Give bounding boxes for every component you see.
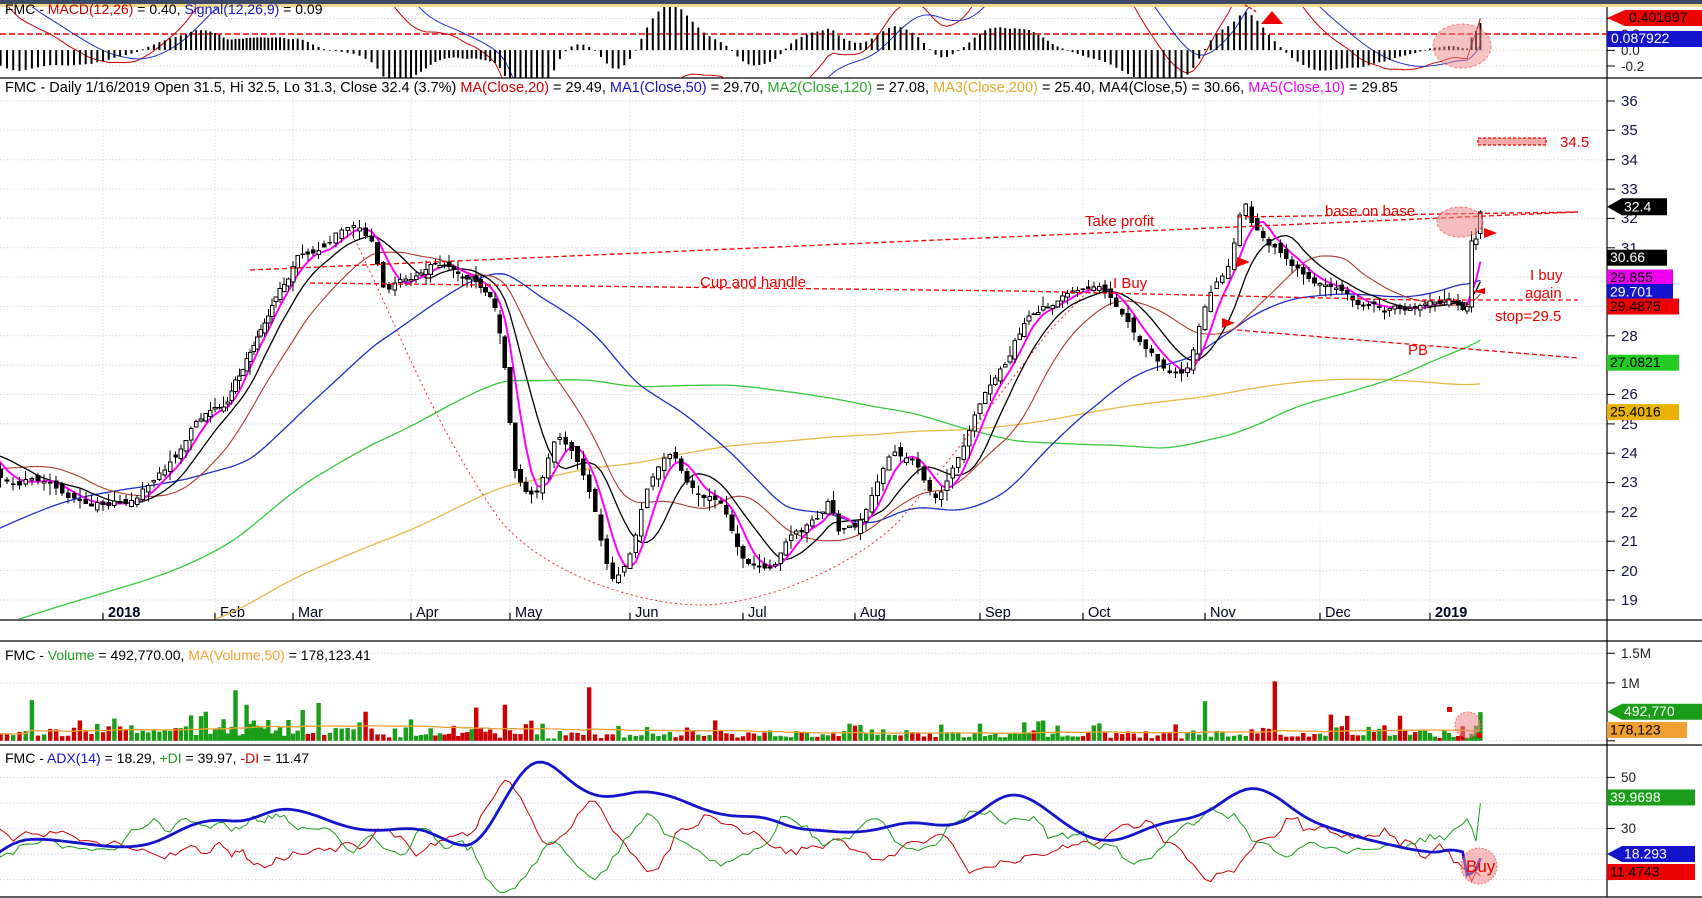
svg-text:26: 26	[1621, 386, 1638, 403]
svg-text:18.293: 18.293	[1624, 845, 1667, 861]
svg-text:30.66: 30.66	[1610, 249, 1645, 265]
svg-text:22: 22	[1621, 504, 1638, 521]
svg-text:34.5: 34.5	[1560, 134, 1589, 151]
svg-text:178,123: 178,123	[1610, 721, 1661, 737]
svg-text:base on base: base on base	[1325, 203, 1415, 220]
svg-text:Apr: Apr	[416, 605, 439, 621]
svg-text:1M: 1M	[1621, 676, 1640, 691]
svg-text:Take profit: Take profit	[1085, 213, 1155, 230]
svg-text:39.9698: 39.9698	[1610, 789, 1661, 805]
svg-text:May: May	[515, 605, 543, 621]
svg-text:Mar: Mar	[298, 605, 323, 621]
svg-text:Jun: Jun	[635, 605, 658, 621]
svg-text:24: 24	[1621, 445, 1638, 462]
svg-text:35: 35	[1621, 122, 1638, 139]
svg-text:Cup and handle: Cup and handle	[700, 274, 806, 291]
svg-text:Jul: Jul	[748, 605, 767, 621]
svg-text:33: 33	[1621, 181, 1638, 198]
svg-text:28: 28	[1621, 328, 1638, 345]
svg-text:2019: 2019	[1435, 605, 1467, 621]
svg-text:Aug: Aug	[860, 605, 886, 621]
svg-text:25.4016: 25.4016	[1610, 403, 1661, 419]
svg-text:11.4743: 11.4743	[1610, 863, 1660, 879]
svg-text:0.087922: 0.087922	[1611, 30, 1670, 46]
svg-text:Dec: Dec	[1325, 605, 1351, 621]
svg-text:0.401697: 0.401697	[1629, 9, 1688, 25]
svg-text:Nov: Nov	[1210, 605, 1237, 621]
svg-text:FMC - ADX(14) = 18.29, +DI = 3: FMC - ADX(14) = 18.29, +DI = 39.97, -DI …	[5, 750, 309, 766]
svg-text:23: 23	[1621, 474, 1638, 491]
svg-text:21: 21	[1621, 533, 1638, 550]
svg-text:Buy: Buy	[1466, 857, 1496, 876]
svg-text:29.4875: 29.4875	[1610, 298, 1661, 314]
svg-text:Sep: Sep	[985, 605, 1011, 621]
svg-text:50: 50	[1621, 770, 1636, 785]
svg-text:again: again	[1525, 285, 1562, 302]
svg-text:1.5M: 1.5M	[1621, 646, 1651, 661]
svg-text:FMC - Volume = 492,770.00, MA(: FMC - Volume = 492,770.00, MA(Volume,50)…	[5, 647, 371, 663]
svg-text:492,770: 492,770	[1624, 703, 1675, 719]
svg-text:FMC - MACD(12,26) = 0.40, Sign: FMC - MACD(12,26) = 0.40, Signal(12,26,9…	[5, 1, 323, 17]
svg-text:PB: PB	[1408, 342, 1428, 359]
svg-text:19: 19	[1621, 592, 1638, 609]
svg-text:-0.2: -0.2	[1621, 59, 1644, 74]
svg-text:I Buy: I Buy	[1113, 275, 1148, 292]
svg-text:FMC - Daily 1/16/2019 Open 31.: FMC - Daily 1/16/2019 Open 31.5, Hi 32.5…	[5, 80, 1398, 96]
svg-text:30: 30	[1621, 821, 1636, 836]
svg-text:Oct: Oct	[1088, 605, 1111, 621]
svg-text:27.0821: 27.0821	[1610, 354, 1661, 370]
svg-text:36: 36	[1621, 93, 1638, 110]
svg-text:32.4: 32.4	[1624, 199, 1651, 215]
svg-text:2018: 2018	[108, 605, 140, 621]
svg-text:stop=29.5: stop=29.5	[1495, 308, 1561, 325]
svg-text:34: 34	[1621, 152, 1638, 169]
svg-text:20: 20	[1621, 563, 1638, 580]
svg-text:I buy: I buy	[1530, 267, 1563, 284]
